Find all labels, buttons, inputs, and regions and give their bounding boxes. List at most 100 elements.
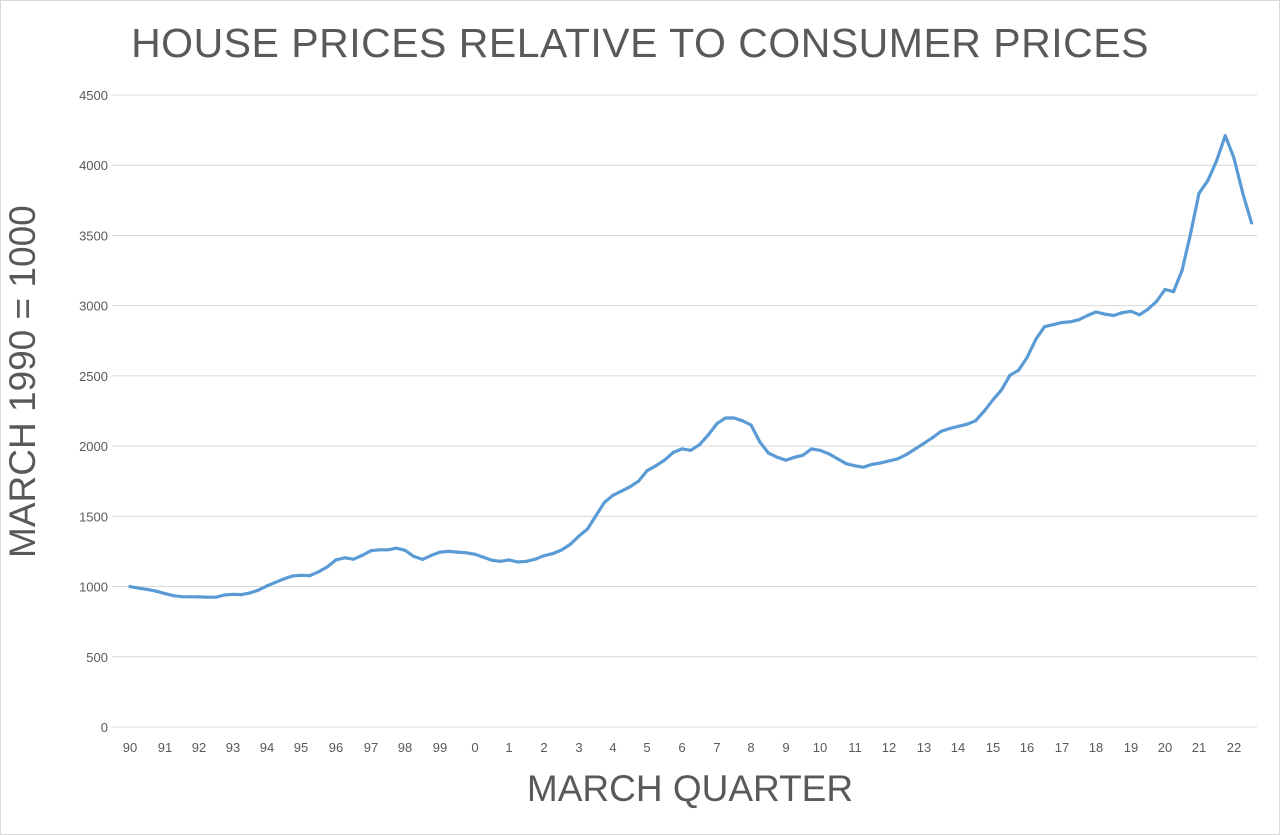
data-point [128, 585, 132, 589]
x-tick-label: 1 [505, 740, 512, 755]
x-tick-label: 93 [226, 740, 240, 755]
data-point [325, 565, 329, 569]
y-tick-label: 2000 [79, 439, 108, 454]
data-point [827, 452, 831, 456]
data-point [1034, 337, 1038, 341]
data-point [1188, 232, 1193, 236]
data-point [1206, 179, 1210, 183]
data-point [551, 552, 555, 556]
data-point [689, 448, 693, 452]
data-point [930, 436, 935, 440]
data-point [145, 587, 150, 592]
data-point [464, 551, 468, 555]
data-point [878, 461, 883, 465]
x-tick-label: 90 [123, 740, 137, 755]
x-tick-label: 17 [1055, 740, 1069, 755]
data-point [1223, 134, 1227, 138]
x-tick-label: 98 [398, 740, 412, 755]
y-tick-label: 0 [101, 720, 108, 735]
data-point [163, 592, 167, 596]
data-point [662, 458, 667, 462]
data-point [939, 429, 943, 433]
data-point [507, 558, 511, 562]
data-point [1103, 312, 1107, 316]
data-point [299, 573, 303, 577]
chart-title: HOUSE PRICES RELATIVE TO CONSUMER PRICES [131, 20, 1149, 66]
data-point [1180, 269, 1184, 273]
data-point [887, 459, 891, 463]
x-tick-label: 16 [1020, 740, 1034, 755]
x-tick-label: 18 [1089, 740, 1103, 755]
data-point [559, 548, 564, 552]
data-point [844, 462, 848, 466]
data-point [758, 440, 762, 444]
data-point [447, 549, 451, 554]
data-point [818, 448, 822, 452]
data-point [1232, 156, 1236, 160]
data-point [913, 447, 917, 451]
data-point [1077, 318, 1081, 322]
data-point [784, 458, 788, 462]
data-point [377, 548, 382, 552]
data-point [360, 553, 364, 558]
data-point [1085, 313, 1090, 318]
data-point [351, 557, 356, 561]
x-tick-label: 91 [158, 740, 172, 755]
data-point [1249, 221, 1254, 225]
data-point [290, 574, 295, 578]
data-point [273, 580, 278, 584]
x-tick-label: 12 [882, 740, 896, 755]
data-point [628, 485, 632, 489]
data-point [922, 441, 926, 445]
data-point [369, 549, 373, 553]
data-point [680, 447, 684, 451]
data-point [636, 479, 641, 483]
data-point [671, 450, 675, 454]
data-point [654, 464, 658, 468]
data-point [835, 457, 840, 461]
x-tick-label: 21 [1192, 740, 1206, 755]
data-point [438, 550, 442, 554]
data-point [749, 423, 753, 427]
data-point [239, 593, 244, 597]
data-point [222, 593, 227, 597]
x-tick-label: 15 [986, 740, 1000, 755]
x-tick-label: 14 [951, 740, 965, 755]
data-point [498, 559, 503, 563]
data-point [870, 462, 874, 466]
x-tick-label: 94 [260, 740, 274, 755]
data-point [645, 469, 649, 473]
data-point [732, 416, 736, 420]
data-point [1008, 373, 1012, 377]
data-point [490, 558, 494, 562]
y-tick-label: 1500 [79, 509, 108, 524]
data-point [197, 595, 201, 599]
data-point [403, 548, 407, 552]
x-tick-label: 10 [813, 740, 827, 755]
x-tick-label: 2 [540, 740, 547, 755]
x-axis-title: MARCH QUARTER [526, 768, 854, 809]
y-tick-label: 1000 [79, 580, 108, 595]
data-point [904, 452, 909, 457]
y-tick-label: 500 [86, 650, 108, 665]
data-point [1154, 299, 1159, 304]
data-point [455, 550, 460, 554]
data-point [343, 556, 347, 560]
data-point [1042, 325, 1047, 329]
data-point [973, 419, 978, 423]
x-tick-label: 4 [609, 740, 616, 755]
data-point [999, 388, 1004, 392]
data-point [386, 548, 390, 552]
data-point [792, 455, 797, 459]
data-point [524, 559, 529, 563]
data-point [516, 560, 520, 564]
y-tick-label: 4500 [79, 88, 108, 103]
data-point [766, 451, 771, 455]
data-point [896, 457, 900, 461]
data-point [861, 465, 866, 469]
y-tick-label: 3000 [79, 299, 108, 314]
x-tick-label: 11 [848, 740, 862, 755]
data-point [420, 557, 425, 562]
